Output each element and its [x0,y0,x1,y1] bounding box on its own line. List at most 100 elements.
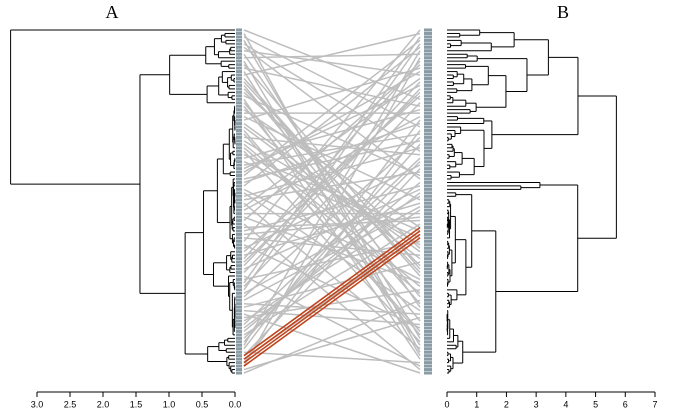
leaf-label [236,177,242,181]
leaf-label [236,336,242,340]
leaf-label [424,260,432,264]
leaf-label [236,45,242,49]
leaf-label [236,361,242,365]
leaf-label [424,122,432,126]
leaf-label [424,236,432,240]
leaf-label [236,246,242,250]
leaf-label [424,316,432,320]
leaf-label [236,326,242,330]
x-tick-label: 3 [534,399,539,409]
leaf-label [424,139,432,143]
leaf-label [236,250,242,254]
leaf-label [424,312,432,316]
connector [243,50,421,346]
leaf-label [236,70,242,74]
leaf-label [236,38,242,42]
connector [243,299,421,374]
x-tick-label: 1.5 [130,399,143,409]
leaf-label [236,357,242,361]
leaf-label [236,111,242,115]
connector [243,185,421,232]
leaf-label [424,305,432,309]
leaf-label [424,232,432,236]
leaf-label [424,128,432,132]
connector [243,244,421,329]
leaf-label [236,302,242,306]
connector [243,46,421,187]
leaf-label [236,257,242,261]
leaf-label [236,170,242,174]
leaf-label [236,73,242,77]
leaf-label [424,132,432,136]
leaf-label [236,142,242,146]
connector [243,147,421,198]
leaf-label [424,357,432,361]
x-tick-label: 1 [474,399,479,409]
x-tick-label: 0.0 [229,399,242,409]
leaf-label [424,180,432,184]
leaf-label [424,170,432,174]
leaf-label [236,128,242,132]
leaf-label [236,347,242,351]
x-tick-label: 4 [563,399,568,409]
leaf-label [424,257,432,261]
leaf-label [424,336,432,340]
leaf-label [236,291,242,295]
connector [243,192,421,312]
leaf-label [236,316,242,320]
leaf-label [236,319,242,323]
leaf-label [424,38,432,42]
connector [243,130,421,364]
leaf-label [236,83,242,87]
leaf-label [236,97,242,101]
leaf-label [424,111,432,115]
leaf-label [424,326,432,330]
leaf-label [424,250,432,254]
leaf-label [236,274,242,278]
leaf-label [236,215,242,219]
leaf-label [236,205,242,209]
leaf-label [424,163,432,167]
leaf-label [236,184,242,188]
x-tick-label: 0 [444,399,449,409]
connector [243,122,421,253]
highlight-connector [243,233,421,364]
leaf-label [424,63,432,67]
leaf-label [424,45,432,49]
connector [243,192,421,329]
x-tick-label: 3.0 [31,399,44,409]
connector [243,223,421,336]
leaf-label [424,77,432,81]
connector [243,39,421,177]
leaf-label [424,208,432,212]
x-tick-label: 5 [593,399,598,409]
leaf-label [236,163,242,167]
leaf-label [424,243,432,247]
connector [243,195,421,294]
leaf-label [236,222,242,226]
leaf-label [424,350,432,354]
leaf-label [424,115,432,119]
leaf-label [424,83,432,87]
left-title: A [106,2,119,22]
leaf-label [236,281,242,285]
leaf-label [236,322,242,326]
leaf-label [236,191,242,195]
leaf-label [424,229,432,233]
leaf-label [424,142,432,146]
connector [243,64,421,222]
leaf-label [424,219,432,223]
leaf-label [424,347,432,351]
leaf-label [424,35,432,39]
connector [243,216,421,236]
leaf-label [236,80,242,84]
leaf-label [236,167,242,171]
leaf-label [424,80,432,84]
leaf-label [236,212,242,216]
leaf-label [424,264,432,268]
leaf-label [424,205,432,209]
connector [243,53,421,59]
leaf-label [236,295,242,299]
leaf-label [236,343,242,347]
